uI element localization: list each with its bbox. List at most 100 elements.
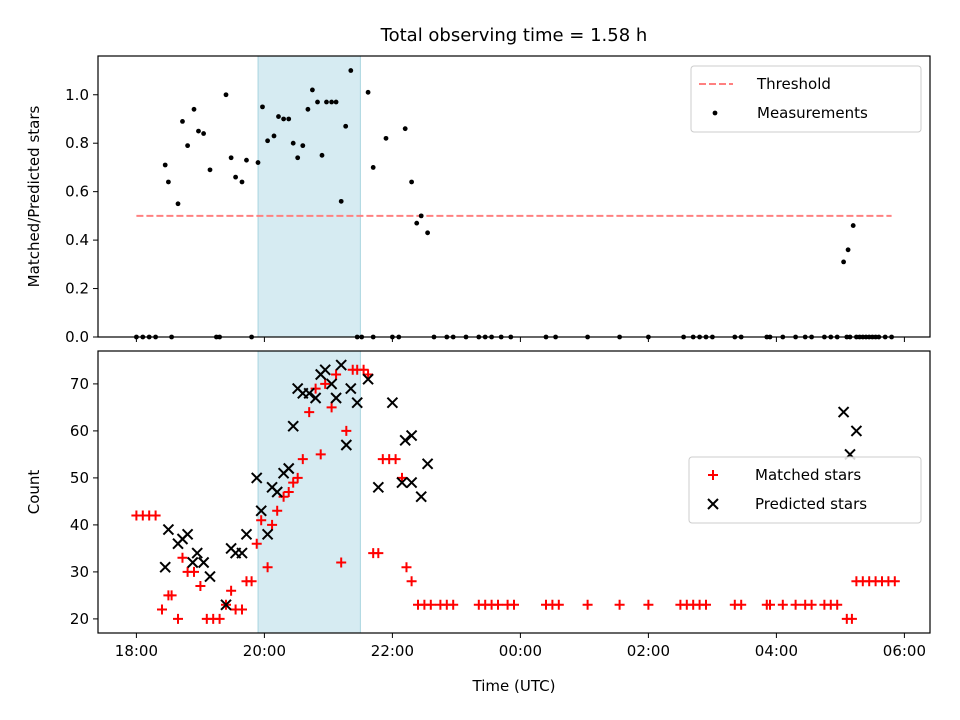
y-tick-label: 1.0	[65, 86, 89, 104]
data-point	[777, 599, 788, 610]
data-point	[166, 179, 171, 185]
bottom-axes-frame	[97, 350, 931, 634]
bottom-y-axis-label: Count	[25, 470, 43, 515]
data-point	[850, 425, 863, 437]
x-tick-label: 02:00	[627, 642, 670, 660]
legend-box	[688, 456, 922, 524]
data-point	[421, 458, 434, 470]
data-point	[320, 378, 331, 389]
bottom-series-matched-stars	[131, 364, 900, 624]
data-point	[406, 576, 417, 587]
data-point	[303, 387, 315, 400]
data-point	[372, 481, 385, 494]
data-point	[196, 128, 201, 134]
y-tick-label: 20	[70, 610, 89, 628]
y-tick-label: 0.0	[65, 328, 89, 346]
data-point	[195, 581, 206, 591]
data-point	[396, 476, 408, 489]
data-point	[286, 116, 292, 122]
data-point	[324, 99, 329, 105]
data-point	[175, 201, 181, 207]
data-point	[181, 528, 194, 541]
x-tick-label: 20:00	[243, 642, 286, 660]
data-point	[177, 552, 188, 563]
data-point	[283, 487, 294, 497]
y-tick-label: 70	[70, 375, 89, 393]
data-point	[185, 143, 191, 149]
data-point	[310, 87, 315, 93]
x-axis-label: Time (UTC)	[472, 677, 556, 695]
data-point	[244, 157, 249, 163]
data-point	[330, 392, 342, 404]
y-tick-label: 40	[70, 516, 89, 534]
data-point	[340, 439, 353, 451]
chart-title: Total observing time = 1.58 h	[380, 25, 648, 46]
data-point	[509, 599, 519, 610]
legend-marker	[708, 470, 718, 480]
data-point	[845, 247, 851, 253]
data-point	[409, 179, 414, 185]
data-point	[283, 462, 295, 475]
y-tick-label: 0.4	[65, 231, 89, 249]
data-point	[315, 99, 320, 105]
data-point	[390, 454, 401, 465]
x-tick-label: 00:00	[499, 642, 542, 660]
data-point	[271, 486, 283, 498]
data-point	[326, 402, 337, 413]
data-point	[358, 364, 369, 375]
legend-label: Predicted stars	[755, 495, 867, 513]
data-point	[370, 165, 376, 170]
data-point	[255, 160, 261, 165]
data-point	[304, 407, 315, 418]
data-point	[267, 519, 278, 530]
top-axes-frame	[97, 55, 931, 338]
data-point	[272, 505, 283, 516]
data-point	[189, 566, 199, 577]
data-point	[173, 613, 183, 624]
data-point	[336, 557, 347, 568]
data-point	[425, 599, 436, 610]
data-point	[288, 477, 299, 488]
data-point	[414, 220, 420, 226]
data-point	[373, 548, 384, 559]
data-point	[237, 604, 247, 615]
data-point	[333, 99, 339, 105]
data-point	[256, 515, 267, 526]
data-point	[214, 613, 225, 624]
data-point	[335, 359, 347, 371]
data-point	[415, 490, 427, 503]
data-point	[240, 528, 253, 541]
data-point	[223, 92, 229, 98]
data-point	[553, 599, 564, 610]
top-legend: Threshold Measurements	[690, 65, 922, 133]
data-point	[765, 599, 775, 610]
legend-label: Matched stars	[755, 466, 861, 484]
data-point	[362, 373, 374, 385]
data-point	[889, 576, 900, 587]
data-point	[329, 99, 334, 105]
data-point	[309, 392, 322, 404]
data-point	[386, 396, 399, 409]
data-point	[265, 138, 270, 144]
top-y-axis-label: Matched/Predicted stars	[25, 106, 43, 288]
data-point	[341, 425, 352, 436]
data-point	[281, 116, 286, 122]
data-point	[806, 599, 817, 610]
data-point	[405, 429, 418, 442]
data-point	[157, 604, 167, 615]
data-point	[262, 562, 273, 573]
data-point	[614, 599, 625, 610]
data-point	[348, 68, 354, 73]
data-point	[233, 174, 239, 180]
data-point	[383, 135, 389, 141]
data-point	[197, 556, 210, 569]
data-point	[425, 230, 430, 236]
x-tick-label: 04:00	[755, 642, 798, 660]
legend-box	[690, 65, 922, 133]
data-point	[166, 590, 177, 601]
data-point	[204, 570, 216, 583]
data-point	[315, 449, 326, 460]
data-point	[365, 89, 371, 95]
data-point	[159, 561, 171, 573]
data-point	[201, 131, 207, 136]
